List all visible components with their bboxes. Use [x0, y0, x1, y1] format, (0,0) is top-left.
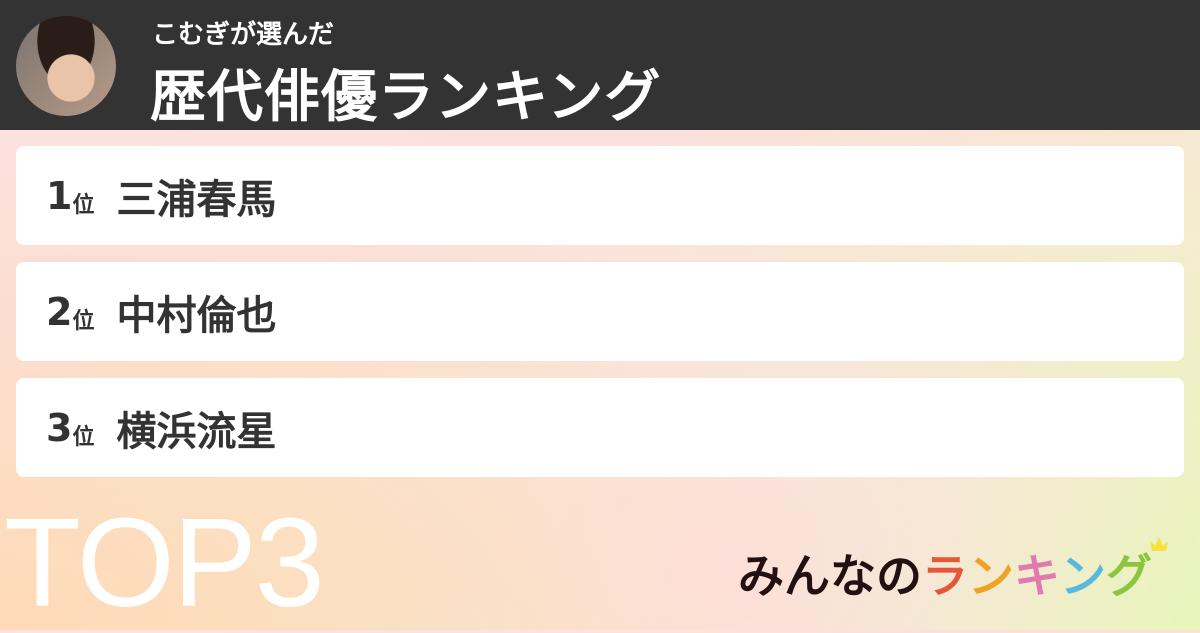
rank-number: 2 — [46, 289, 73, 334]
rank-number: 3 — [46, 405, 73, 450]
ranking-item[interactable]: 1 位 三浦春馬 — [16, 146, 1184, 245]
site-logo: みんなの ラ ン キ ン グ — [738, 540, 1152, 606]
logo-part: キ — [1014, 549, 1060, 603]
rank-unit: 位 — [72, 192, 95, 218]
header: こむぎが選んだ 歴代俳優ランキング — [0, 0, 1200, 130]
top3-badge: TOP3 — [4, 492, 325, 633]
actor-name: 横浜流星 — [116, 408, 277, 455]
ranking-item[interactable]: 3 位 横浜流星 — [16, 378, 1184, 477]
header-subtitle: こむぎが選んだ — [152, 20, 335, 50]
rank-unit: 位 — [72, 424, 95, 450]
ranking-item[interactable]: 2 位 中村倫也 — [16, 262, 1184, 361]
avatar — [16, 16, 116, 116]
rank-unit: 位 — [72, 308, 95, 334]
logo-part: ラ — [922, 549, 968, 603]
actor-name: 中村倫也 — [116, 292, 277, 339]
actor-name: 三浦春馬 — [116, 176, 277, 223]
rank-number: 1 — [46, 173, 73, 218]
logo-part: みんなの — [738, 549, 922, 603]
page-title: 歴代俳優ランキング — [150, 65, 662, 130]
logo-part: ン — [1060, 549, 1106, 603]
logo-part: ン — [968, 549, 1014, 603]
logo-part: グ — [1106, 549, 1152, 603]
